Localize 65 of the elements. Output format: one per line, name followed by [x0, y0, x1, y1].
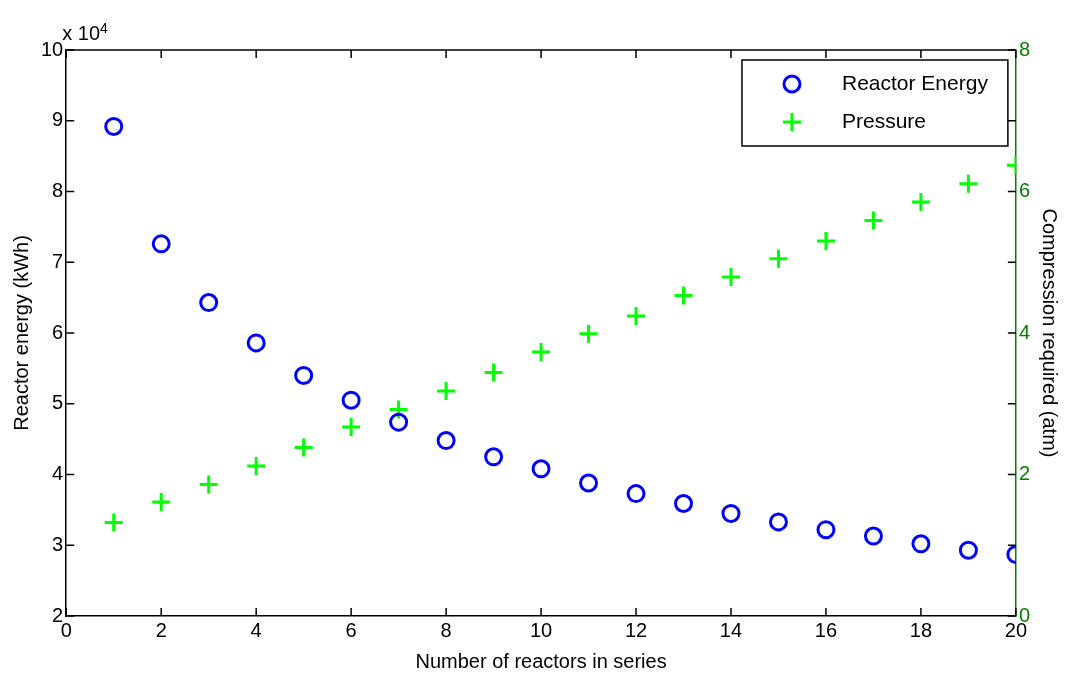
point	[626, 484, 646, 504]
y2-tick-label: 8	[1018, 37, 1030, 60]
point	[863, 526, 883, 546]
point	[150, 491, 172, 513]
point	[294, 365, 314, 385]
x-tick-label: 18	[909, 618, 933, 641]
point	[958, 540, 978, 560]
x-tick-label: 0	[60, 618, 72, 641]
point	[768, 512, 788, 532]
x-tick-label: 12	[624, 618, 648, 641]
x-tick-label: 16	[814, 618, 838, 641]
point	[388, 398, 410, 420]
x-tick-label: 6	[345, 618, 357, 641]
point	[578, 323, 600, 345]
point	[911, 534, 931, 554]
x-tick-label: 2	[155, 618, 167, 641]
y2-tick-label: 2	[1018, 462, 1030, 485]
point	[245, 455, 267, 477]
point	[293, 437, 315, 459]
y-tick-label: 3	[52, 532, 64, 555]
point	[341, 390, 361, 410]
y2-tick-label: 4	[1018, 320, 1030, 343]
x-tick-label: 8	[440, 618, 452, 641]
point	[483, 362, 505, 384]
y-tick-label: 9	[52, 108, 64, 131]
point	[957, 173, 979, 195]
y-tick-label: 8	[52, 179, 64, 202]
point	[910, 191, 932, 213]
point	[862, 210, 884, 232]
point	[103, 512, 125, 534]
point	[484, 447, 504, 467]
y-tick-label: 7	[52, 249, 64, 272]
y-tick-label: 10	[41, 37, 64, 60]
legend-label: Reactor Energy	[841, 70, 989, 94]
x-axis-title: Number of reactors in series	[415, 649, 667, 672]
point	[151, 234, 171, 254]
x-tick-label: 4	[250, 618, 262, 641]
point	[721, 503, 741, 523]
point	[436, 431, 456, 451]
point	[816, 520, 836, 540]
point	[104, 116, 124, 136]
point	[340, 416, 362, 438]
y2-axis-title: Compression required (atm)	[1039, 208, 1062, 458]
y-tick-label: 6	[52, 320, 64, 343]
x-tick-label: 10	[529, 618, 553, 641]
y2-tick-label: 6	[1018, 179, 1030, 202]
point	[199, 293, 219, 313]
point	[674, 494, 694, 514]
point	[815, 230, 837, 252]
point	[720, 266, 742, 288]
point	[435, 380, 457, 402]
point	[625, 305, 647, 327]
point	[389, 412, 409, 432]
point	[531, 459, 551, 479]
point	[198, 473, 220, 495]
point	[579, 473, 599, 493]
y-axis-title: Reactor energy (kWh)	[9, 235, 32, 431]
x-tick-label: 14	[719, 618, 743, 641]
y-tick-label: 5	[52, 391, 64, 414]
legend-label: Pressure	[841, 108, 927, 132]
point	[246, 333, 266, 353]
y-tick-label: 4	[52, 462, 64, 485]
point	[673, 285, 695, 306]
point	[530, 341, 552, 363]
point	[767, 248, 789, 270]
